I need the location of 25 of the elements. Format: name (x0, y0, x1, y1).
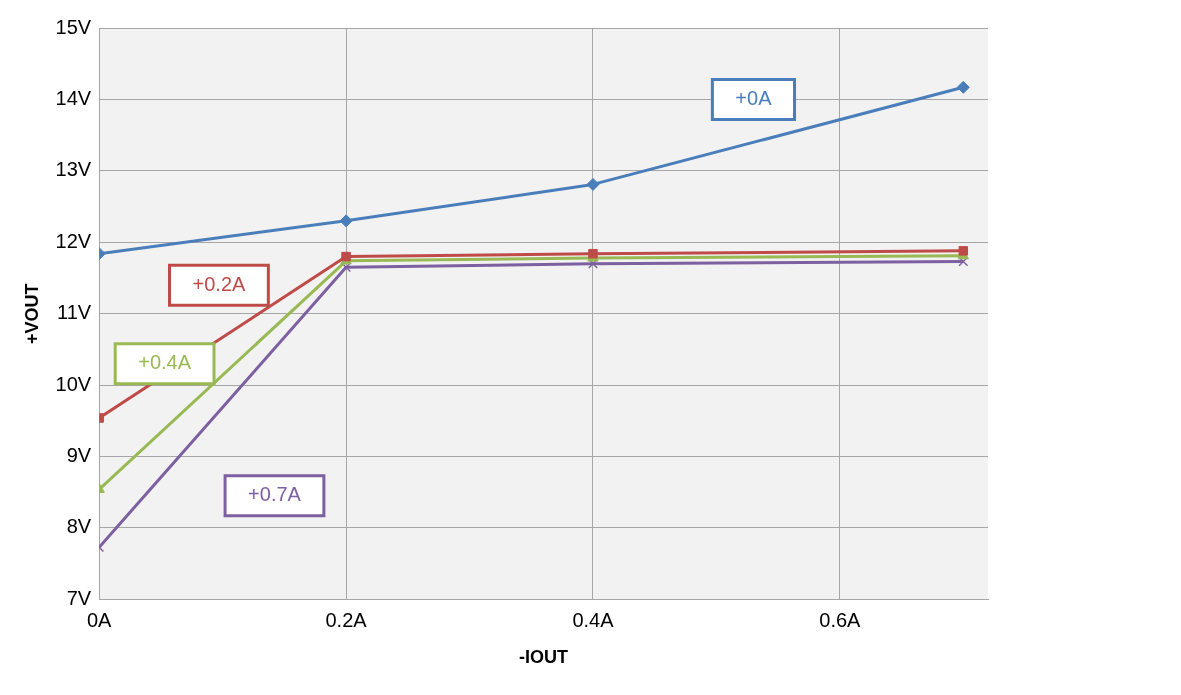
x-tick-label: 0.2A (325, 608, 368, 631)
y-tick-label: 11V (57, 301, 92, 324)
series-label: +0.4A (138, 351, 192, 374)
y-tick-label: 15V (55, 15, 92, 38)
y-axis-title: +VOUT (21, 283, 42, 344)
y-tick-label: 7V (66, 586, 92, 609)
point (341, 262, 352, 273)
y-tick-label: 8V (66, 515, 92, 538)
series-label: +0.2A (192, 272, 246, 295)
point (339, 214, 353, 228)
y-tick-label: 13V (55, 158, 92, 181)
x-tick-label: 0.6A (819, 608, 862, 631)
y-tick-label: 14V (55, 86, 92, 109)
y-tick-label: 12V (55, 229, 92, 252)
point (958, 256, 969, 267)
point (958, 246, 969, 256)
x-tick-label: 0.4A (572, 608, 615, 631)
y-tick-label: 9V (66, 444, 92, 467)
point (586, 177, 600, 191)
y-tick-label: 10V (55, 372, 92, 395)
point (956, 80, 970, 94)
series-label: +0A (735, 86, 773, 109)
text: +0.7A (248, 483, 302, 506)
x-axis-title: -IOUT (519, 647, 569, 668)
x-tick-label: 0A (86, 608, 113, 631)
